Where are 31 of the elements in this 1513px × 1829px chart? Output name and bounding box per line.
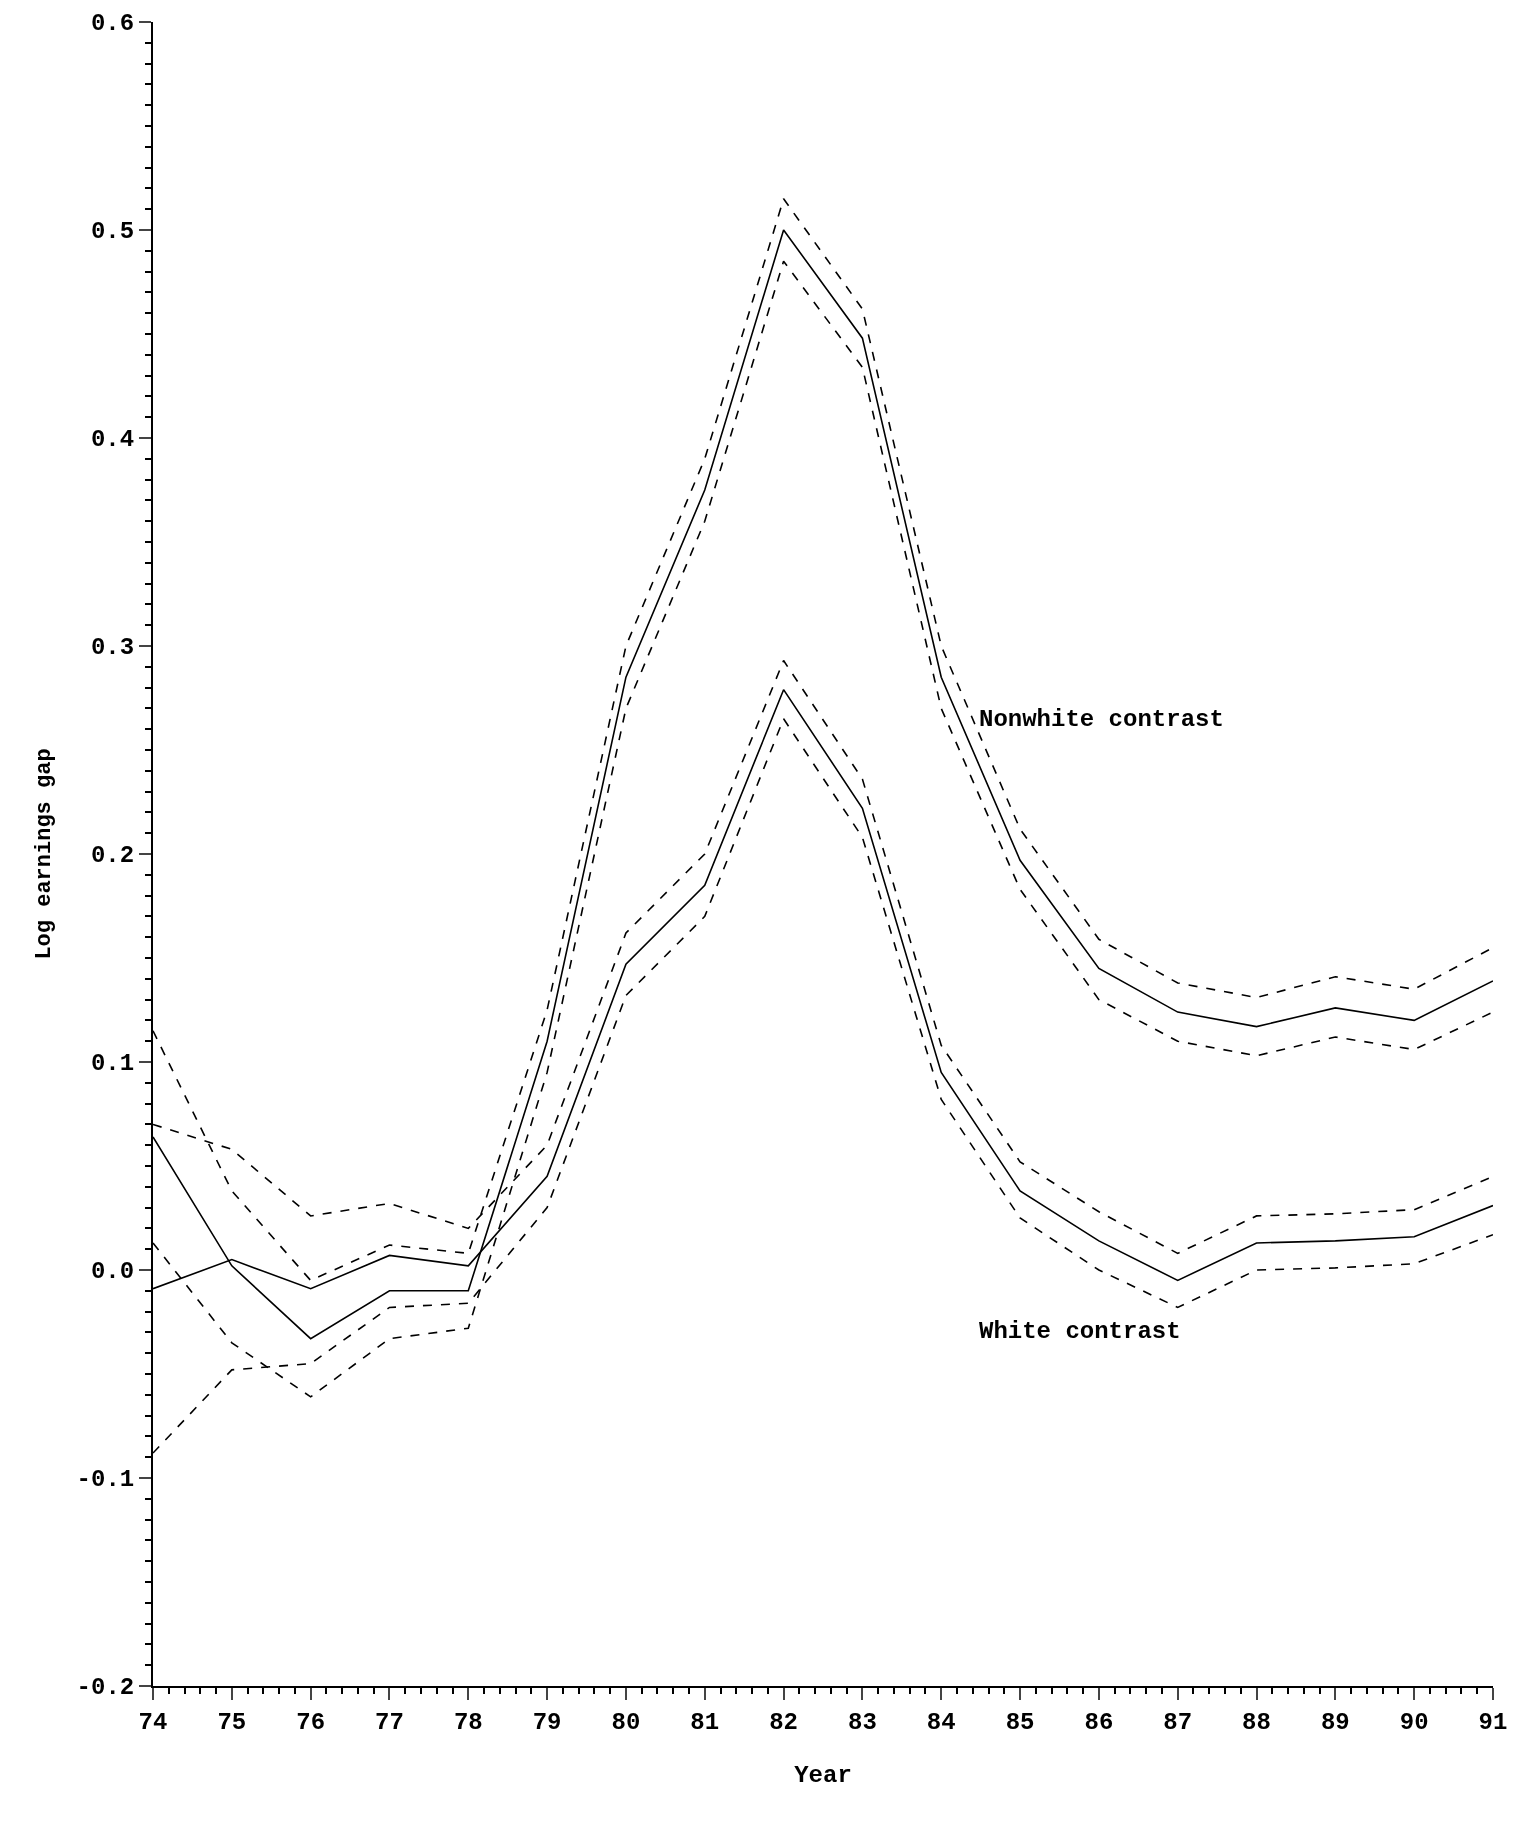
x-tick-label: 91 <box>1478 1708 1508 1736</box>
y-tick-label: -0.1 <box>76 1466 135 1494</box>
x-tick-label: 76 <box>296 1708 326 1736</box>
x-tick-label: 78 <box>453 1708 483 1736</box>
x-tick-label: 80 <box>611 1708 641 1736</box>
y-tick-label: 0.0 <box>90 1258 135 1286</box>
x-tick-label: 89 <box>1320 1708 1350 1736</box>
x-tick-label: 90 <box>1399 1708 1429 1736</box>
y-tick-label: 0.6 <box>90 10 135 38</box>
x-tick-label: 86 <box>1084 1708 1114 1736</box>
series-label: Nonwhite contrast <box>979 706 1224 733</box>
x-tick-label: 85 <box>1005 1708 1035 1736</box>
y-tick-label: 0.4 <box>90 426 135 454</box>
x-tick-label: 84 <box>926 1708 956 1736</box>
y-tick-label: 0.2 <box>90 842 135 870</box>
x-axis-title: Year <box>794 1761 852 1789</box>
y-tick-label: 0.5 <box>90 218 135 246</box>
x-tick-label: 74 <box>138 1708 168 1736</box>
x-tick-label: 79 <box>532 1708 562 1736</box>
y-tick-label: 0.3 <box>90 634 135 662</box>
y-tick-label: 0.1 <box>90 1050 135 1078</box>
x-tick-label: 88 <box>1242 1708 1271 1736</box>
x-tick-label: 77 <box>375 1708 404 1736</box>
x-tick-label: 87 <box>1163 1708 1193 1736</box>
x-tick-label: 81 <box>690 1708 720 1736</box>
y-axis-title: Log earnings gap <box>31 748 57 960</box>
series-label: White contrast <box>979 1318 1181 1345</box>
x-tick-label: 82 <box>769 1708 798 1736</box>
y-tick-label: -0.2 <box>76 1674 135 1702</box>
x-tick-label: 75 <box>217 1708 247 1736</box>
x-tick-label: 83 <box>848 1708 877 1736</box>
